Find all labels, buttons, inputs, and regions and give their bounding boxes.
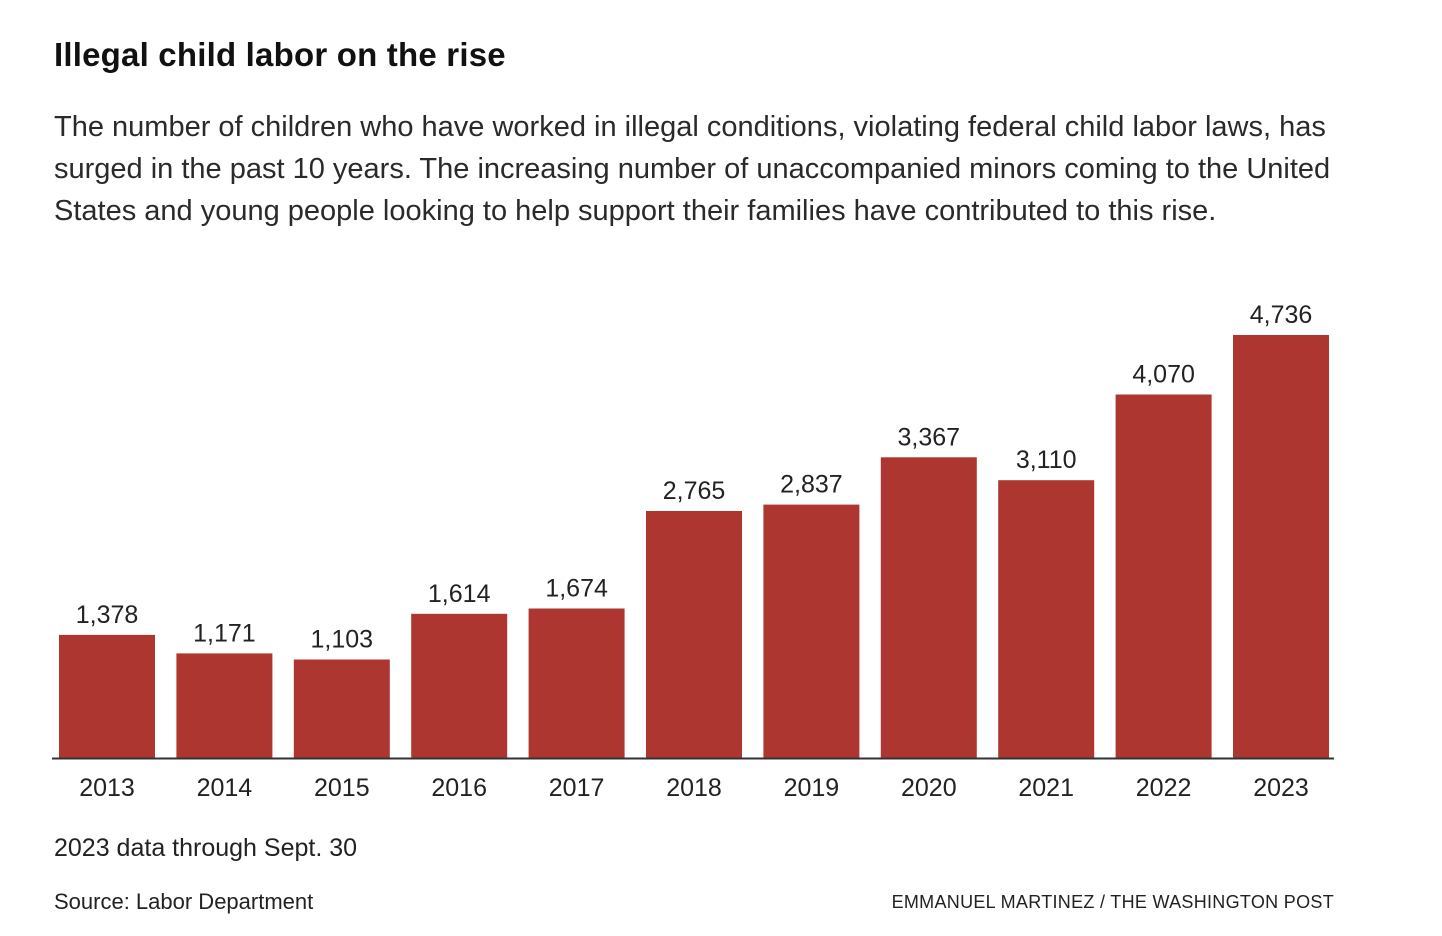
bar-2017 [528, 608, 625, 758]
source-line: Source: Labor Department [54, 889, 314, 914]
value-label-2014: 1,171 [193, 619, 256, 647]
value-label-2022: 4,070 [1132, 361, 1195, 389]
x-tick-label-2016: 2016 [431, 774, 487, 802]
bar-2016 [411, 613, 508, 758]
chart-subtitle: The number of children who have worked i… [54, 111, 1331, 227]
value-label-2019: 2,837 [780, 471, 843, 499]
bar-2019 [763, 504, 860, 758]
x-tick-label-2022: 2022 [1136, 774, 1192, 802]
value-label-2016: 1,614 [428, 580, 491, 608]
credit-line: EMMANUEL MARTINEZ / THE WASHINGTON POST [891, 892, 1334, 912]
x-tick-label-2015: 2015 [314, 774, 370, 802]
bar-2015 [293, 659, 390, 758]
value-label-2021: 3,110 [1016, 446, 1077, 474]
chart-note: 2023 data through Sept. 30 [54, 834, 358, 862]
x-tick-label-2014: 2014 [197, 774, 253, 802]
bar-2022 [1115, 394, 1212, 758]
value-label-2015: 1,103 [311, 626, 374, 654]
value-label-2017: 1,674 [545, 575, 608, 603]
bars-group [59, 335, 1329, 758]
bar-2020 [880, 457, 977, 758]
value-label-2020: 3,367 [898, 423, 961, 451]
chart-title: Illegal child labor on the rise [54, 36, 506, 73]
bar-2018 [646, 511, 742, 758]
value-label-2018: 2,765 [663, 477, 726, 505]
value-labels-group: 1,378 1,171 1,103 1,614 1,674 2,765 2,837 3,367… [76, 301, 1313, 654]
x-tick-label-2020: 2020 [901, 774, 957, 802]
bar-2021 [998, 480, 1095, 758]
x-tick-label-2013: 2013 [79, 774, 135, 802]
x-tick-label-2023: 2023 [1253, 774, 1309, 802]
x-tick-label-2017: 2017 [549, 774, 605, 802]
x-tick-label-2019: 2019 [784, 774, 840, 802]
bar-2013 [59, 634, 155, 758]
x-tick-label-2018: 2018 [666, 774, 722, 802]
x-tick-label-2021: 2021 [1018, 774, 1074, 802]
bar-2014 [176, 653, 273, 758]
bar-2023 [1233, 335, 1329, 758]
value-label-2013: 1,378 [76, 601, 139, 629]
value-label-2023: 4,736 [1250, 301, 1313, 329]
x-tick-labels-group: 2013 2014 2015 2016 2017 2018 2019 2020 2021 2022… [79, 774, 1309, 802]
